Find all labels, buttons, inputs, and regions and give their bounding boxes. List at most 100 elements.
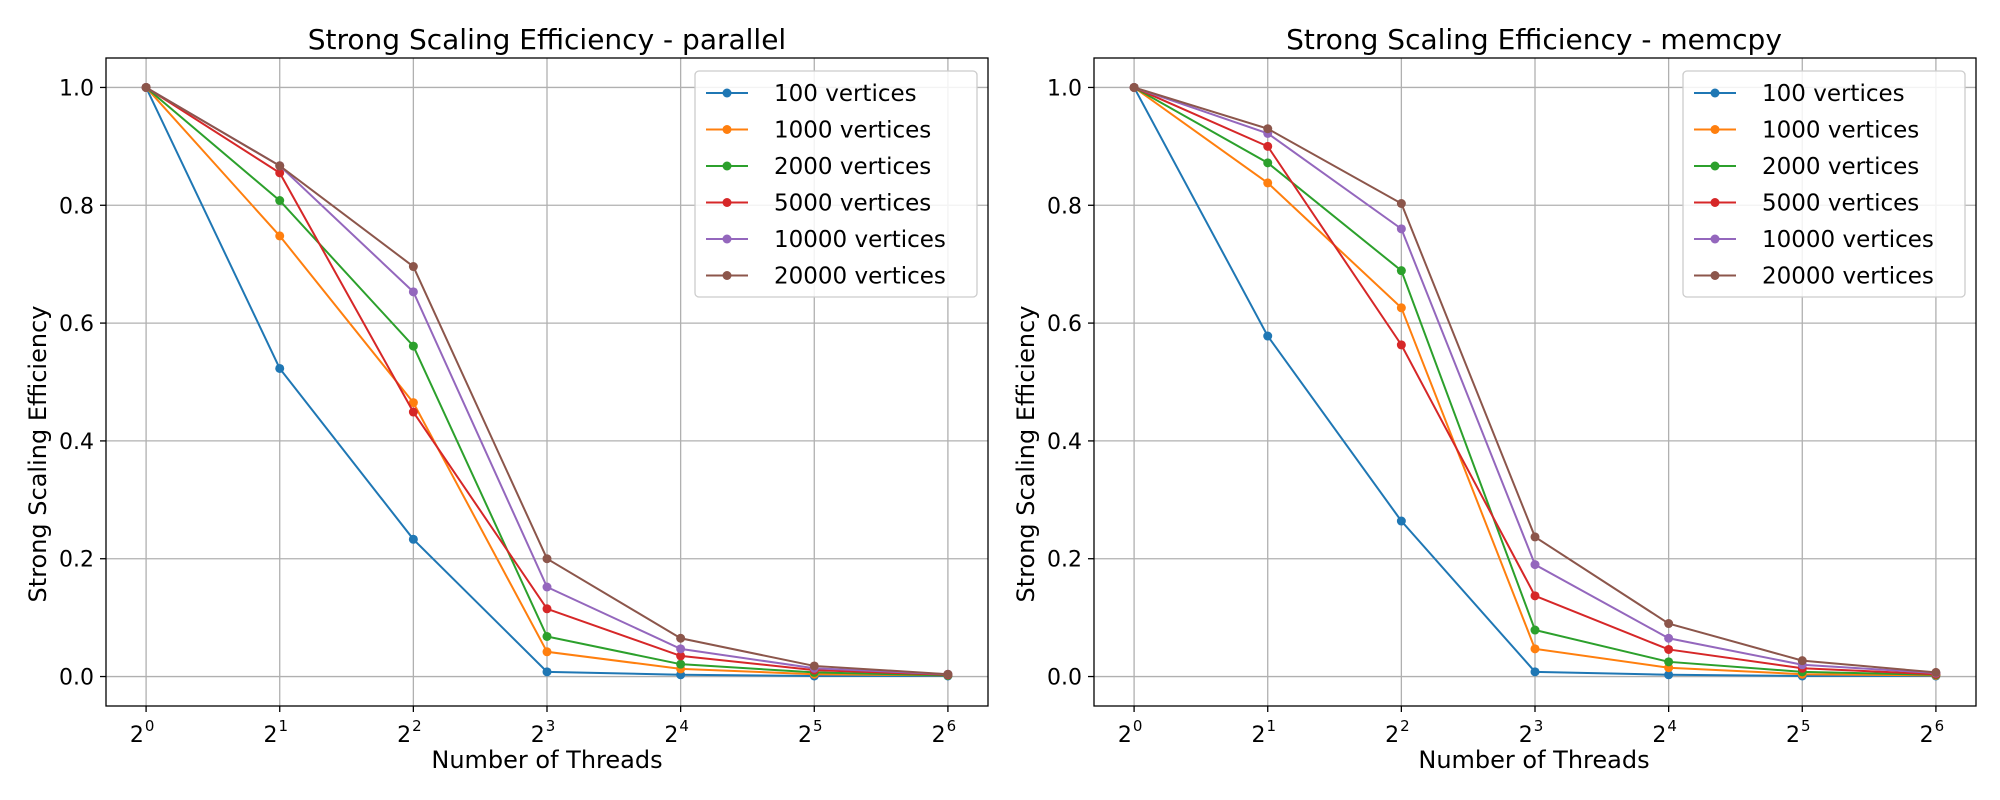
legend-item: 20000 vertices xyxy=(1694,264,1934,290)
x-tick-label: 21 xyxy=(1251,717,1276,748)
legend-label: 5000 vertices xyxy=(1762,191,1919,217)
legend-item: 1000 vertices xyxy=(706,118,931,144)
data-point xyxy=(1263,331,1273,341)
x-tick-label: 24 xyxy=(1652,717,1677,748)
legend-marker xyxy=(722,271,732,280)
data-point xyxy=(1263,178,1273,188)
legend-label: 20000 vertices xyxy=(774,264,946,290)
legend-item: 10000 vertices xyxy=(706,227,946,253)
series-group xyxy=(1129,82,1941,681)
data-point xyxy=(1797,656,1807,666)
legend-label: 100 vertices xyxy=(1762,81,1905,107)
data-point xyxy=(275,363,285,373)
data-point xyxy=(275,196,285,206)
y-tick-label: 1.0 xyxy=(59,76,94,101)
legend-marker xyxy=(722,234,732,244)
legend-marker xyxy=(722,88,732,98)
y-tick-label: 0.0 xyxy=(1047,666,1082,691)
data-point xyxy=(809,661,819,671)
x-tick-label: 20 xyxy=(1118,717,1143,748)
x-tick-label: 25 xyxy=(1786,717,1811,748)
y-tick-label: 0.4 xyxy=(59,430,94,455)
x-axis-label: Number of Threads xyxy=(1418,746,1649,774)
chart-parallel: Strong Scaling Efficiency - parallel Num… xyxy=(24,23,989,774)
legend-item: 20000 vertices xyxy=(706,264,946,290)
legend-item: 5000 vertices xyxy=(1694,191,1919,217)
data-point xyxy=(1530,591,1540,601)
data-point xyxy=(275,231,285,241)
data-point xyxy=(676,633,686,643)
legend-marker xyxy=(1710,198,1720,207)
y-tick-label: 0.6 xyxy=(59,312,94,337)
legend-item: 100 vertices xyxy=(706,81,917,107)
data-point xyxy=(1664,657,1674,667)
x-tick-label: 23 xyxy=(531,717,556,748)
legend-label: 1000 vertices xyxy=(1762,118,1919,144)
x-tick-label: 22 xyxy=(397,717,422,748)
x-tick-label: 26 xyxy=(932,717,957,748)
data-point xyxy=(676,651,686,661)
data-point xyxy=(676,659,686,669)
y-ticks: 0.0 0.2 0.4 0.6 0.8 1.0 xyxy=(59,76,106,691)
legend: 100 vertices 1000 vertices 2000 vertices 50… xyxy=(1682,70,1966,298)
data-point xyxy=(1263,141,1273,151)
x-tick-label: 24 xyxy=(664,717,689,748)
legend-label: 2000 vertices xyxy=(774,154,931,180)
data-point xyxy=(408,262,418,272)
legend-marker xyxy=(722,161,732,171)
data-point xyxy=(1664,644,1674,654)
data-point xyxy=(408,534,418,544)
legend-item: 2000 vertices xyxy=(706,154,931,180)
data-point xyxy=(1396,266,1406,276)
y-axis-label: Strong Scaling Efficiency xyxy=(24,306,52,603)
legend-marker xyxy=(722,125,732,134)
legend-label: 5000 vertices xyxy=(774,191,931,217)
y-tick-label: 1.0 xyxy=(1047,76,1082,101)
chart-memcpy: Strong Scaling Efficiency - memcpy Numbe… xyxy=(1012,23,1977,774)
legend-item: 2000 vertices xyxy=(1694,154,1919,180)
legend-marker xyxy=(1710,161,1720,171)
data-point xyxy=(1396,224,1406,234)
series-group xyxy=(141,82,953,681)
data-point xyxy=(1530,667,1540,677)
legend-label: 100 vertices xyxy=(774,81,917,107)
legend-item: 100 vertices xyxy=(1694,81,1905,107)
y-tick-label: 0.8 xyxy=(1047,194,1082,219)
data-point xyxy=(141,82,151,92)
x-ticks: 20 21 22 23 24 25 26 xyxy=(130,706,956,748)
x-ticks: 20 21 22 23 24 25 26 xyxy=(1118,706,1944,748)
y-tick-label: 0.2 xyxy=(1047,548,1082,573)
legend-marker xyxy=(1710,234,1720,244)
data-point xyxy=(1396,303,1406,313)
legend-item: 5000 vertices xyxy=(706,191,931,217)
data-point xyxy=(1129,82,1139,92)
data-point xyxy=(1530,560,1540,570)
data-point xyxy=(1263,124,1273,134)
y-ticks: 0.0 0.2 0.4 0.6 0.8 1.0 xyxy=(1047,76,1094,691)
data-point xyxy=(542,604,552,614)
data-point xyxy=(1664,619,1674,629)
legend-marker xyxy=(1710,88,1720,98)
legend-marker xyxy=(1710,125,1720,134)
y-tick-label: 0.0 xyxy=(59,666,94,691)
data-point xyxy=(1530,625,1540,635)
data-point xyxy=(408,287,418,297)
x-tick-label: 21 xyxy=(263,717,288,748)
data-point xyxy=(1396,199,1406,209)
data-point xyxy=(542,631,552,641)
data-point xyxy=(1530,644,1540,654)
x-tick-label: 25 xyxy=(798,717,823,748)
data-point xyxy=(1396,516,1406,526)
x-tick-label: 22 xyxy=(1385,717,1410,748)
y-tick-label: 0.2 xyxy=(59,548,94,573)
data-point xyxy=(542,667,552,677)
legend: 100 vertices 1000 vertices 2000 vertices 50… xyxy=(694,70,978,298)
y-tick-label: 0.8 xyxy=(59,194,94,219)
data-point xyxy=(275,161,285,171)
data-point xyxy=(1263,158,1273,168)
x-tick-label: 20 xyxy=(130,717,155,748)
legend-label: 20000 vertices xyxy=(1762,264,1934,290)
data-point xyxy=(1396,340,1406,350)
x-tick-label: 23 xyxy=(1519,717,1544,748)
data-point xyxy=(542,647,552,657)
